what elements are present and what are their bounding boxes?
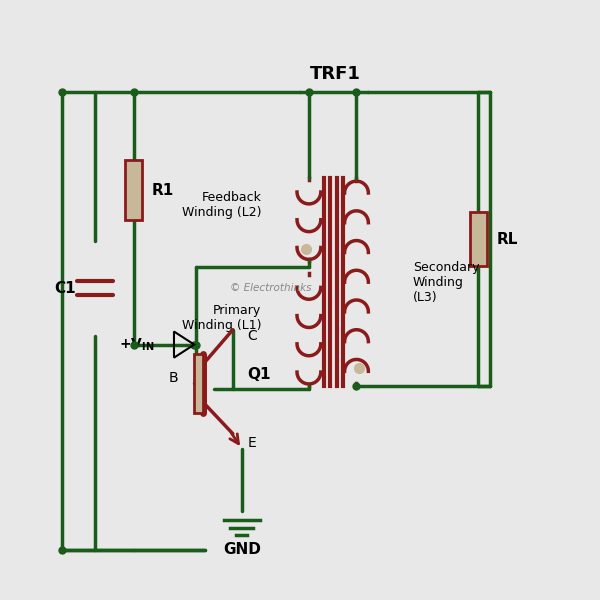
Text: Q1: Q1: [248, 367, 271, 382]
Text: GND: GND: [223, 542, 260, 557]
Text: C: C: [248, 329, 257, 343]
FancyBboxPatch shape: [125, 160, 142, 220]
Text: Feedback
Winding (L2): Feedback Winding (L2): [182, 191, 262, 219]
Text: Secondary
Winding
(L3): Secondary Winding (L3): [413, 260, 479, 304]
FancyBboxPatch shape: [470, 212, 487, 266]
Text: TRF1: TRF1: [310, 65, 361, 83]
Text: Primary
Winding (L1): Primary Winding (L1): [182, 304, 262, 332]
Text: C1: C1: [55, 281, 76, 296]
Text: +$\mathbf{V_{IN}}$: +$\mathbf{V_{IN}}$: [119, 337, 154, 353]
Text: RL: RL: [496, 232, 518, 247]
Text: R1: R1: [151, 182, 173, 197]
FancyBboxPatch shape: [194, 353, 203, 413]
Text: © Electrothinks: © Electrothinks: [230, 283, 311, 293]
Text: E: E: [248, 436, 256, 449]
Text: B: B: [169, 371, 178, 385]
